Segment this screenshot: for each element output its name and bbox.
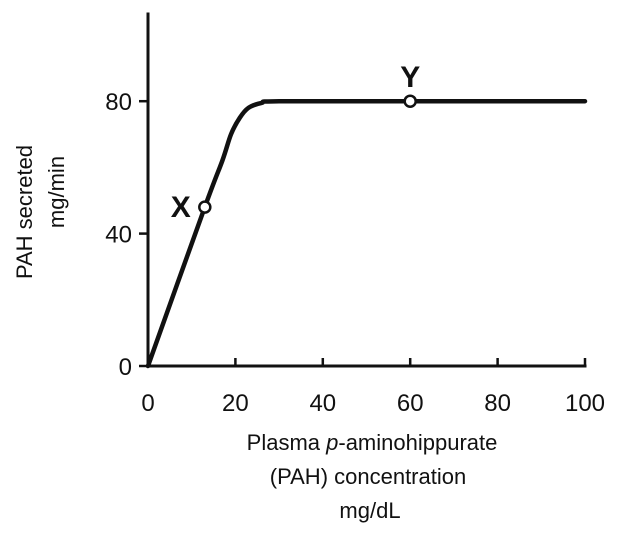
point-x-label: X: [171, 191, 191, 224]
y-axis-title-line2: mg/min: [44, 156, 69, 228]
x-tick-label: 20: [222, 390, 249, 417]
y-tick-label: 80: [105, 89, 132, 116]
x-tick-label: 60: [397, 390, 424, 417]
x-axis-title-line1-prefix: Plasma: [247, 430, 326, 455]
pah-secretion-curve: [145, 98, 588, 369]
point-y-marker: [403, 94, 417, 108]
ticks: 0 20 40 60 80 100 0 40 80: [105, 89, 605, 417]
x-tick-label: 100: [565, 390, 605, 417]
axes: [146, 12, 587, 368]
x-tick-label: 40: [309, 390, 336, 417]
point-x-marker: [198, 200, 212, 214]
y-axis-title-line1: PAH secreted: [12, 145, 37, 279]
y-tick-label: 0: [119, 354, 132, 381]
x-axis-title-line1-suffix: -aminohippurate: [338, 430, 497, 455]
x-tick-label: 0: [141, 390, 154, 417]
x-axis-title-line1-italic: p: [325, 430, 338, 455]
x-axis-title-line2: (PAH) concentration: [270, 464, 466, 489]
x-tick-label: 80: [484, 390, 511, 417]
x-axis-title-line1: Plasma p-aminohippurate: [247, 430, 498, 455]
x-axis-title-line3: mg/dL: [339, 498, 400, 523]
series: [145, 98, 588, 369]
point-y-label: Y: [400, 61, 420, 94]
annotations: XY: [171, 61, 420, 224]
y-tick-label: 40: [105, 222, 132, 249]
